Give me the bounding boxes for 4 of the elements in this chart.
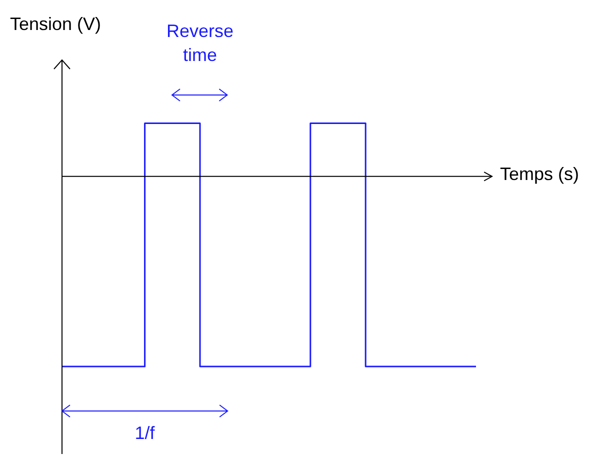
text: Reverse time bbox=[165, 20, 235, 68]
y-axis-title: Tension (V) bbox=[10, 14, 102, 35]
x-axis-title: Temps (s) bbox=[500, 164, 580, 186]
text: 1/f bbox=[134, 422, 156, 446]
